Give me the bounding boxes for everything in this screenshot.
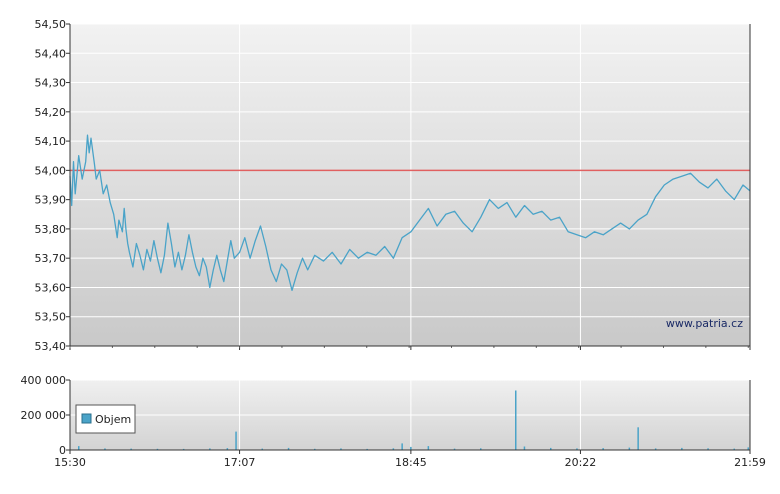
price-y-tick-label: 54,20 <box>35 106 67 119</box>
volume-bar <box>209 448 211 450</box>
price-axes: 53,40 53,50 53,60 53,70 53,80 53,90 54,00 54,10… <box>35 18 751 454</box>
volume-bar <box>366 448 368 450</box>
watermark-text: www.patria.cz <box>666 317 743 330</box>
x-tick-label: 18:45 <box>395 456 427 469</box>
volume-bar <box>287 447 290 450</box>
volume-bar <box>340 448 342 450</box>
volume-bar <box>261 448 263 450</box>
volume-bar <box>523 446 526 450</box>
volume-bar <box>602 448 604 450</box>
price-grid <box>70 23 750 347</box>
volume-bar <box>427 446 430 450</box>
volume-bar <box>550 447 552 450</box>
price-y-tick-label: 53,80 <box>35 223 67 236</box>
volume-bar <box>226 448 229 450</box>
volume-bar <box>78 446 80 450</box>
volume-bar <box>637 427 639 451</box>
price-y-tick-label: 53,60 <box>35 281 67 294</box>
volume-y-tick-label: 0 <box>59 444 66 457</box>
x-tick-label: 15:30 <box>54 456 86 469</box>
price-y-tick-label: 54,40 <box>35 47 67 60</box>
x-tick-label: 21:59 <box>734 456 766 469</box>
volume-bar <box>104 448 106 450</box>
volume-bar <box>401 443 403 450</box>
volume-bar <box>314 448 316 450</box>
price-y-tick-label: 54,30 <box>35 77 67 90</box>
volume-bar <box>480 448 482 451</box>
x-axis-tick-labels: 15:30 17:07 18:45 20:22 21:59 <box>54 456 766 469</box>
volume-y-tick-label: 200 000 <box>21 409 67 422</box>
x-tick-label: 17:07 <box>224 456 256 469</box>
volume-axes: 0 200 000 400 000 <box>21 374 751 457</box>
volume-y-tick-label: 400 000 <box>21 374 67 387</box>
volume-bar <box>392 448 395 451</box>
volume-bar <box>747 447 749 450</box>
volume-bar <box>182 448 185 450</box>
volume-bar <box>235 431 237 450</box>
volume-bar <box>681 447 683 450</box>
x-tick-label: 20:22 <box>565 456 597 469</box>
volume-series <box>78 390 749 451</box>
volume-bar <box>576 448 578 450</box>
legend-swatch-objem <box>81 413 92 424</box>
price-y-tick-label: 53,70 <box>35 252 67 265</box>
price-plot-area <box>70 24 750 346</box>
volume-bar <box>707 448 709 451</box>
volume-legend: Objem <box>75 404 136 434</box>
price-y-tick-label: 54,00 <box>35 164 67 177</box>
price-line <box>69 134 751 292</box>
price-series <box>69 134 751 292</box>
volume-bar <box>453 448 456 450</box>
volume-bar <box>515 390 517 450</box>
price-y-tick-label: 54,50 <box>35 18 67 31</box>
price-y-tick-label: 53,40 <box>35 340 67 353</box>
legend-label-objem: Objem <box>95 413 131 426</box>
price-y-tick-label: 53,50 <box>35 311 67 324</box>
volume-bar <box>156 448 159 450</box>
price-y-tick-label: 54,10 <box>35 135 67 148</box>
volume-bar <box>130 448 132 450</box>
volume-bar <box>410 446 412 450</box>
volume-bar <box>733 448 735 450</box>
volume-bar <box>628 447 631 450</box>
price-y-tick-label: 53,90 <box>35 194 67 207</box>
volume-bar <box>654 448 657 450</box>
